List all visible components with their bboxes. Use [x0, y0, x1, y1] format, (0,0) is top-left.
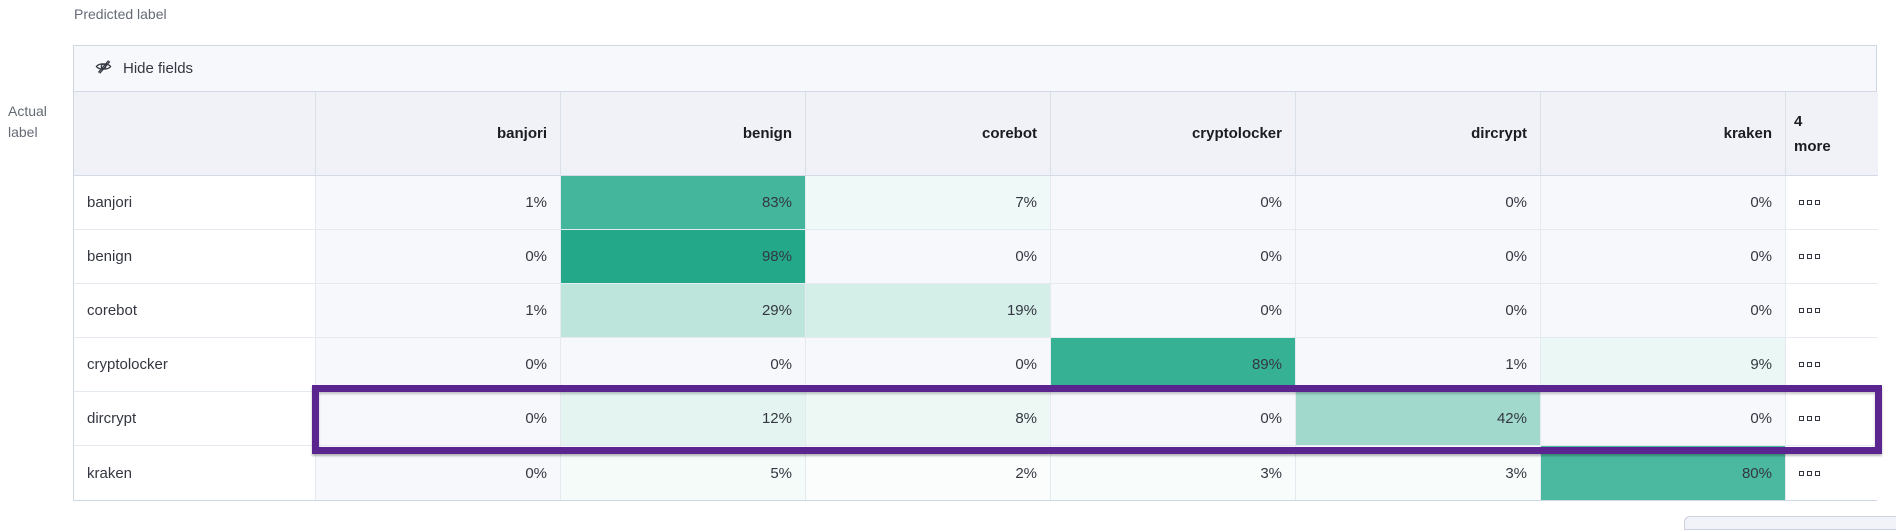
cell-kraken-cryptolocker[interactable]: 3%: [1051, 446, 1296, 500]
cell-dircrypt-banjori[interactable]: 0%: [316, 392, 561, 446]
cell-banjori-dircrypt[interactable]: 0%: [1296, 176, 1541, 230]
cell-benign-corebot[interactable]: 0%: [806, 230, 1051, 284]
column-header-banjori[interactable]: banjori: [316, 92, 561, 176]
cell-banjori-banjori[interactable]: 1%: [316, 176, 561, 230]
predicted-axis-label: Predicted label: [74, 6, 167, 22]
column-header-dircrypt[interactable]: dircrypt: [1296, 92, 1541, 176]
hide-fields-button[interactable]: Hide fields: [74, 46, 1876, 92]
cell-dircrypt-corebot[interactable]: 8%: [806, 392, 1051, 446]
actual-axis-label-line2: label: [8, 124, 38, 140]
actual-axis-label: Actual label: [8, 101, 64, 143]
cell-corebot-kraken[interactable]: 0%: [1541, 284, 1786, 338]
cell-corebot-dircrypt[interactable]: 0%: [1296, 284, 1541, 338]
cell-banjori-cryptolocker[interactable]: 0%: [1051, 176, 1296, 230]
boxes-horizontal-icon: [1799, 200, 1820, 205]
cell-corebot-cryptolocker[interactable]: 0%: [1051, 284, 1296, 338]
row-label-kraken[interactable]: kraken: [74, 446, 316, 500]
cell-corebot-benign[interactable]: 29%: [561, 284, 806, 338]
confusion-matrix-table: Hide fields banjori benign corebot cryptolo…: [73, 45, 1878, 501]
more-values-button-benign[interactable]: [1786, 230, 1878, 284]
column-header-corebot[interactable]: corebot: [806, 92, 1051, 176]
row-label-corebot[interactable]: corebot: [74, 284, 316, 338]
cell-corebot-banjori[interactable]: 1%: [316, 284, 561, 338]
row-label-benign[interactable]: benign: [74, 230, 316, 284]
column-header-benign[interactable]: benign: [561, 92, 806, 176]
boxes-horizontal-icon: [1799, 416, 1820, 421]
cell-cryptolocker-cryptolocker[interactable]: 89%: [1051, 338, 1296, 392]
boxes-horizontal-icon: [1799, 362, 1820, 367]
cell-banjori-kraken[interactable]: 0%: [1541, 176, 1786, 230]
cell-cryptolocker-kraken[interactable]: 9%: [1541, 338, 1786, 392]
more-values-button-dircrypt[interactable]: [1786, 392, 1878, 446]
cell-banjori-benign[interactable]: 83%: [561, 176, 806, 230]
more-values-button-banjori[interactable]: [1786, 176, 1878, 230]
boxes-horizontal-icon: [1799, 470, 1820, 476]
confusion-matrix-grid: banjori benign corebot cryptolocker dircrypt…: [74, 92, 1878, 500]
cell-corebot-corebot[interactable]: 19%: [806, 284, 1051, 338]
hide-fields-label: Hide fields: [123, 60, 194, 77]
header-blank-cell: [74, 92, 316, 176]
row-label-cryptolocker[interactable]: cryptolocker: [74, 338, 316, 392]
cell-cryptolocker-dircrypt[interactable]: 1%: [1296, 338, 1541, 392]
cell-benign-banjori[interactable]: 0%: [316, 230, 561, 284]
bottom-right-panel-edge: [1684, 516, 1896, 530]
column-header-cryptolocker[interactable]: cryptolocker: [1051, 92, 1296, 176]
more-values-button-corebot[interactable]: [1786, 284, 1878, 338]
cell-dircrypt-cryptolocker[interactable]: 0%: [1051, 392, 1296, 446]
cell-kraken-corebot[interactable]: 2%: [806, 446, 1051, 500]
boxes-horizontal-icon: [1799, 254, 1820, 259]
cell-dircrypt-dircrypt[interactable]: 42%: [1296, 392, 1541, 446]
more-values-button-kraken[interactable]: [1786, 446, 1878, 500]
row-label-banjori[interactable]: banjori: [74, 176, 316, 230]
cell-cryptolocker-benign[interactable]: 0%: [561, 338, 806, 392]
actual-axis-label-line1: Actual: [8, 103, 47, 119]
cell-kraken-kraken[interactable]: 80%: [1541, 446, 1786, 500]
cell-cryptolocker-banjori[interactable]: 0%: [316, 338, 561, 392]
boxes-horizontal-icon: [1799, 308, 1820, 313]
cell-benign-benign[interactable]: 98%: [561, 230, 806, 284]
more-values-button-cryptolocker[interactable]: [1786, 338, 1878, 392]
cell-benign-dircrypt[interactable]: 0%: [1296, 230, 1541, 284]
cell-kraken-banjori[interactable]: 0%: [316, 446, 561, 500]
column-header-more[interactable]: 4 more: [1786, 92, 1878, 176]
cell-banjori-corebot[interactable]: 7%: [806, 176, 1051, 230]
column-header-kraken[interactable]: kraken: [1541, 92, 1786, 176]
cell-dircrypt-kraken[interactable]: 0%: [1541, 392, 1786, 446]
cell-benign-kraken[interactable]: 0%: [1541, 230, 1786, 284]
cell-kraken-benign[interactable]: 5%: [561, 446, 806, 500]
cell-kraken-dircrypt[interactable]: 3%: [1296, 446, 1541, 500]
row-label-dircrypt[interactable]: dircrypt: [74, 392, 316, 446]
cell-benign-cryptolocker[interactable]: 0%: [1051, 230, 1296, 284]
cell-dircrypt-benign[interactable]: 12%: [561, 392, 806, 446]
eye-closed-icon: [95, 58, 112, 80]
cell-cryptolocker-corebot[interactable]: 0%: [806, 338, 1051, 392]
